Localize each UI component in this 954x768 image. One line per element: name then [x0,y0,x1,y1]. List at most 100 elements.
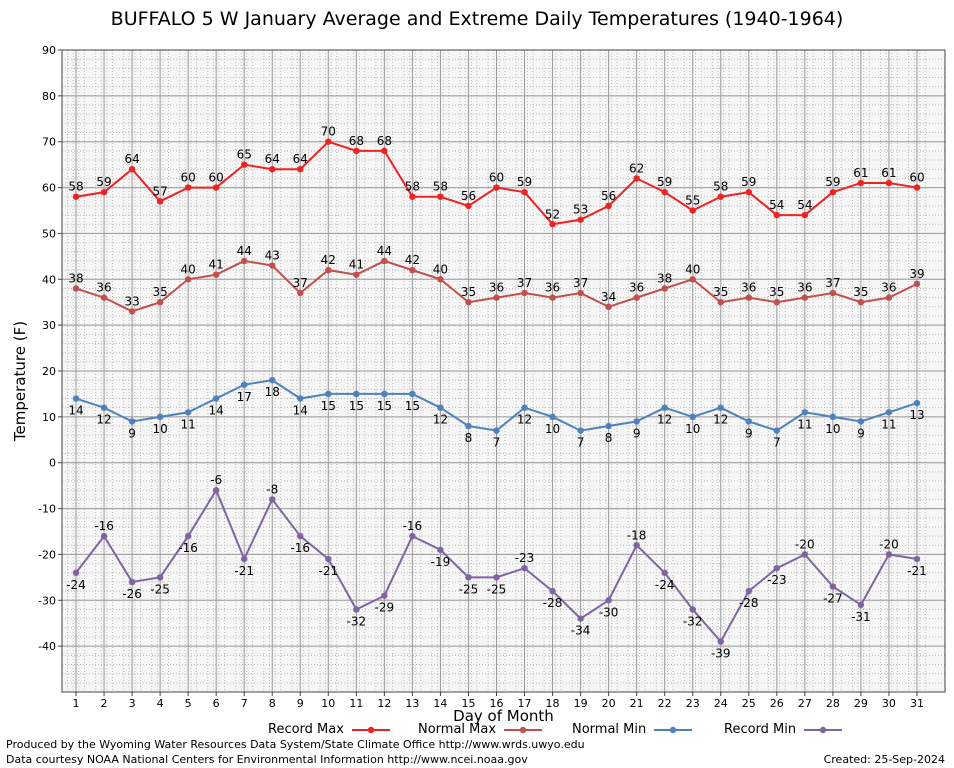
data-label: -34 [571,624,591,638]
data-point [745,188,752,196]
data-label: 11 [797,417,812,431]
data-point [829,289,837,297]
x-tick-label: 12 [377,697,391,710]
data-label: 15 [321,399,336,413]
data-label: 59 [657,175,672,189]
data-label: 15 [349,399,364,413]
data-point [745,418,752,425]
data-point [269,496,276,503]
x-axis-label: Day of Month [453,707,554,725]
data-point [801,211,809,219]
data-label: -31 [851,610,871,624]
legend-label: Normal Min [572,722,647,737]
data-label: 61 [881,166,896,180]
data-point [773,299,781,306]
data-label: 36 [741,281,756,295]
data-point [577,289,584,297]
data-point [156,413,164,421]
x-tick-label: 11 [349,697,363,710]
data-label: -32 [347,614,367,628]
data-label: 37 [573,276,588,290]
x-tick-label: 2 [101,697,108,710]
data-point [717,299,724,306]
data-label: 54 [769,198,784,212]
x-tick-label: 13 [405,697,419,710]
data-label: 35 [713,285,728,299]
data-point [381,257,388,265]
data-label: 8 [465,431,473,445]
data-label: -19 [431,555,451,569]
legend-item: Normal Min [572,722,694,737]
data-label: -25 [459,582,479,596]
data-label: 64 [293,152,308,166]
data-point [633,294,640,301]
data-label: 9 [857,426,865,440]
data-label: -21 [907,564,927,578]
data-label: 18 [265,385,280,399]
y-tick-label: 10 [42,411,56,424]
data-label: 37 [293,276,308,290]
data-point [521,289,528,297]
data-label: -25 [487,582,507,596]
data-label: -28 [543,596,563,610]
data-point [184,276,192,283]
data-label: 54 [797,198,812,212]
data-point [717,638,724,645]
data-label: -23 [767,573,787,587]
data-label: 56 [601,189,616,203]
data-label: 10 [152,422,167,436]
data-label: -32 [683,614,703,628]
data-point [885,409,893,416]
data-point [297,532,304,540]
data-label: -16 [290,541,310,555]
data-point [689,413,696,421]
data-point [465,202,472,210]
data-label: 60 [909,171,924,185]
data-point [325,138,332,145]
data-label: -20 [795,537,815,551]
data-point [100,532,108,540]
legend-swatch [804,726,843,733]
data-point [745,587,752,595]
x-tick-label: 22 [658,697,672,710]
data-point [241,555,248,563]
data-point [801,551,809,558]
data-point [521,188,528,196]
data-point [661,404,668,411]
data-label: 36 [545,281,560,295]
x-tick-label: 31 [910,697,924,710]
data-point [409,193,416,200]
data-label: -26 [122,587,142,601]
data-point [493,294,500,301]
data-label: 35 [769,285,784,299]
data-label: 37 [825,276,840,290]
data-point [885,294,893,301]
data-label: 10 [545,422,560,436]
data-point [353,390,360,398]
data-point [801,409,809,416]
data-label: 58 [713,180,728,194]
data-label: 44 [237,244,252,258]
data-label: 40 [181,262,196,276]
data-label: -30 [599,605,619,619]
data-point [633,418,640,425]
data-label: 61 [853,166,868,180]
data-point [633,542,640,549]
data-label: 12 [657,413,672,427]
data-label: 41 [349,258,364,272]
data-point [297,166,304,173]
data-label: -29 [375,601,395,615]
data-label: 9 [745,426,753,440]
x-tick-label: 27 [798,697,812,710]
data-label: 38 [68,271,83,285]
data-point [325,555,332,563]
data-label: 60 [209,171,224,185]
data-point [913,280,921,288]
data-point [577,615,584,622]
data-label: 53 [573,203,588,217]
data-point [465,299,472,306]
x-tick-label: 15 [461,697,475,710]
data-label: 35 [461,285,476,299]
data-label: 33 [124,294,139,308]
data-label: 36 [629,281,644,295]
